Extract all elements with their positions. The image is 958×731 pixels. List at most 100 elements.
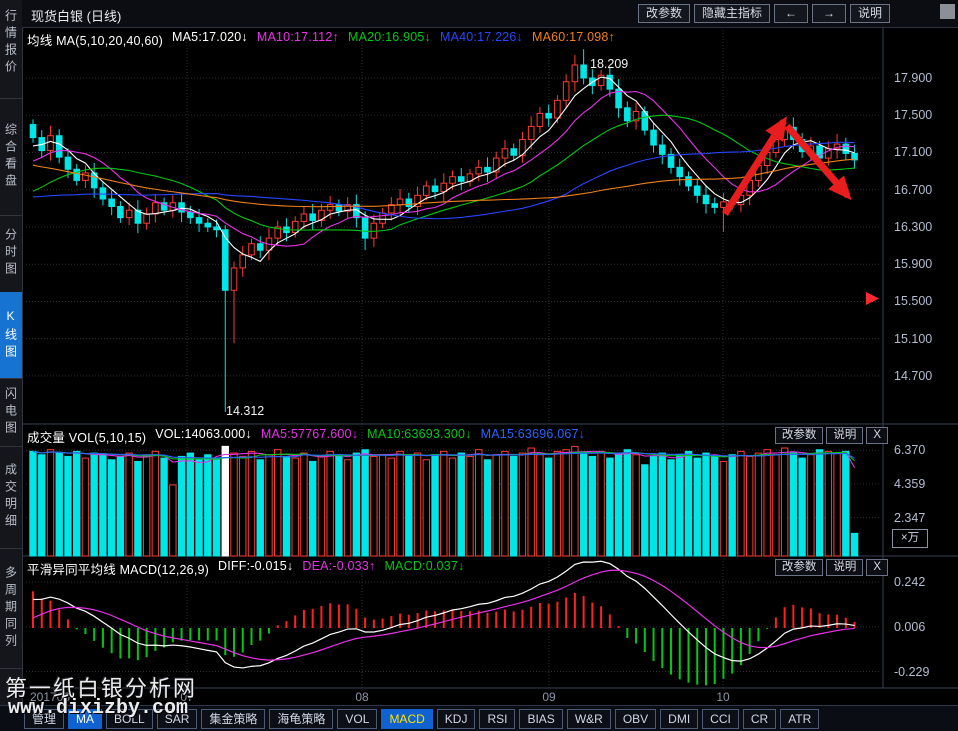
candle-body	[624, 107, 631, 122]
chart-canvas[interactable]	[22, 27, 958, 705]
volume-bar	[422, 459, 431, 557]
tab-cr[interactable]: CR	[742, 708, 777, 729]
candle-body	[82, 172, 89, 181]
tab-管理[interactable]: 管理	[24, 708, 65, 729]
price-tick: 15.900	[894, 257, 933, 272]
volume-bar	[99, 454, 107, 557]
title-bar: 现货白银 (日线) 改参数 隐藏主指标 ← → 说明	[22, 0, 958, 28]
sidebar-item-2[interactable]: 综合看盘	[0, 98, 22, 216]
pane-button-2[interactable]: 说明	[826, 427, 864, 444]
macd-tick: -0.229	[894, 664, 930, 679]
volume-bar	[186, 452, 195, 557]
volume-pane-buttons: 改参数 说明 X	[774, 427, 888, 444]
volume-bar	[842, 450, 850, 557]
ma-indicator-value-2: MA10:17.112↑	[256, 30, 339, 44]
candle-body	[178, 202, 185, 213]
candle-body	[440, 182, 448, 193]
candle-body	[187, 211, 194, 219]
sidebar-item-6[interactable]: 成交明细	[0, 446, 22, 549]
forward-arrow-button[interactable]: →	[811, 4, 846, 23]
tab-obv[interactable]: OBV	[614, 708, 657, 729]
tab-cci[interactable]: CCI	[702, 708, 739, 729]
candle-body	[55, 135, 63, 158]
sidebar-item-3[interactable]: 分时图	[0, 215, 22, 293]
volume-bar	[676, 454, 684, 557]
tab-atr[interactable]: ATR	[780, 708, 820, 729]
tab-dmi[interactable]: DMI	[660, 708, 699, 729]
volume-bar	[81, 457, 90, 557]
candle-body	[492, 157, 500, 173]
volume-bar	[151, 450, 160, 557]
indicator-tab-bar: 管理 MA BOLL SAR 集金策略 海龟策略 VOL MACD KDJ RSI BIAS W&R O…	[0, 705, 958, 731]
candle-body	[571, 64, 579, 83]
volume-bar	[291, 457, 299, 557]
low-price-annotation: 14.312	[226, 404, 265, 418]
toolbar-button-2[interactable]: 隐藏主指标	[693, 4, 770, 23]
toolbar-button-5[interactable]: 说明	[849, 4, 890, 23]
price-tick: 17.500	[894, 108, 933, 123]
candle-body	[64, 156, 72, 170]
candle-body	[204, 222, 212, 228]
tab-w&r[interactable]: W&R	[566, 708, 611, 729]
close-pane-button[interactable]: X	[866, 427, 888, 444]
candle-body	[405, 198, 413, 207]
volume-bar	[719, 460, 728, 557]
macd-diff-line	[32, 560, 855, 669]
volume-tick: 6.370	[894, 443, 926, 458]
macd-indicator-value-1: DIFF:-0.015↓	[218, 559, 294, 573]
candle-body	[309, 213, 316, 221]
price-tick: 17.900	[894, 71, 933, 85]
candle-body	[396, 198, 404, 206]
toolbar-button-1[interactable]: 改参数	[637, 4, 690, 23]
ma-line-10	[32, 90, 855, 247]
tab-集金策略[interactable]: 集金策略	[201, 708, 266, 729]
candle-body	[134, 209, 142, 224]
sidebar-item-1[interactable]: 行情报价	[0, 0, 22, 99]
close-pane-button[interactable]: X	[866, 559, 888, 576]
volume-bar	[230, 452, 238, 557]
tab-海龟策略[interactable]: 海龟策略	[269, 708, 334, 729]
drawn-trend-arrow	[784, 123, 852, 201]
candle-body	[580, 64, 587, 79]
tab-sar[interactable]: SAR	[156, 708, 198, 729]
volume-bar	[798, 457, 806, 557]
macd-indicator-title: 平滑异同平均线 MACD(12,26,9)	[27, 563, 210, 577]
tab-vol[interactable]: VOL	[337, 708, 378, 729]
volume-bar	[544, 457, 553, 557]
volume-bar	[702, 452, 710, 557]
window-control-box[interactable]	[940, 4, 955, 19]
volume-indicator-row: 成交量 VOL(5,10,15) VOL:14063.000↓ MA5:57767.…	[27, 427, 585, 446]
volume-bar	[204, 454, 212, 557]
tab-kdj[interactable]: KDJ	[436, 708, 476, 729]
tab-macd[interactable]: MACD	[381, 708, 433, 729]
sidebar-item-5[interactable]: 闪电图	[0, 378, 22, 447]
sidebar-item-4[interactable]: K线图	[0, 292, 22, 379]
vol-indicator-value-4: MA15:63696.067↓	[480, 427, 586, 441]
candle-body	[667, 153, 675, 168]
tab-boll[interactable]: BOLL	[106, 708, 153, 729]
macd-tick: 0.006	[894, 619, 926, 634]
volume-bar	[300, 452, 308, 557]
tab-rsi[interactable]: RSI	[479, 708, 516, 729]
candle-body	[720, 201, 727, 208]
candle-body	[300, 213, 308, 222]
volume-bar	[510, 455, 518, 557]
pane-button-1[interactable]: 改参数	[774, 559, 824, 576]
time-axis-label: 09	[542, 690, 556, 704]
tab-bias[interactable]: BIAS	[519, 708, 563, 729]
candle-body	[318, 209, 325, 221]
pane-button-1[interactable]: 改参数	[774, 427, 824, 444]
price-tick: 16.700	[894, 182, 933, 197]
sidebar-item-7[interactable]: 多周期同列	[0, 548, 22, 669]
volume-bar	[754, 452, 763, 557]
candle-body	[449, 176, 456, 184]
tab-ma[interactable]: MA	[68, 708, 103, 729]
time-axis-label: 10	[716, 690, 730, 704]
back-arrow-button[interactable]: ←	[773, 4, 808, 23]
vol-indicator-value-3: MA10:63693.300↓	[367, 427, 472, 441]
volume-bar	[221, 445, 229, 557]
volume-bar	[265, 454, 273, 557]
volume-bar	[387, 457, 396, 557]
candle-body	[527, 125, 535, 140]
pane-button-2[interactable]: 说明	[826, 559, 864, 576]
